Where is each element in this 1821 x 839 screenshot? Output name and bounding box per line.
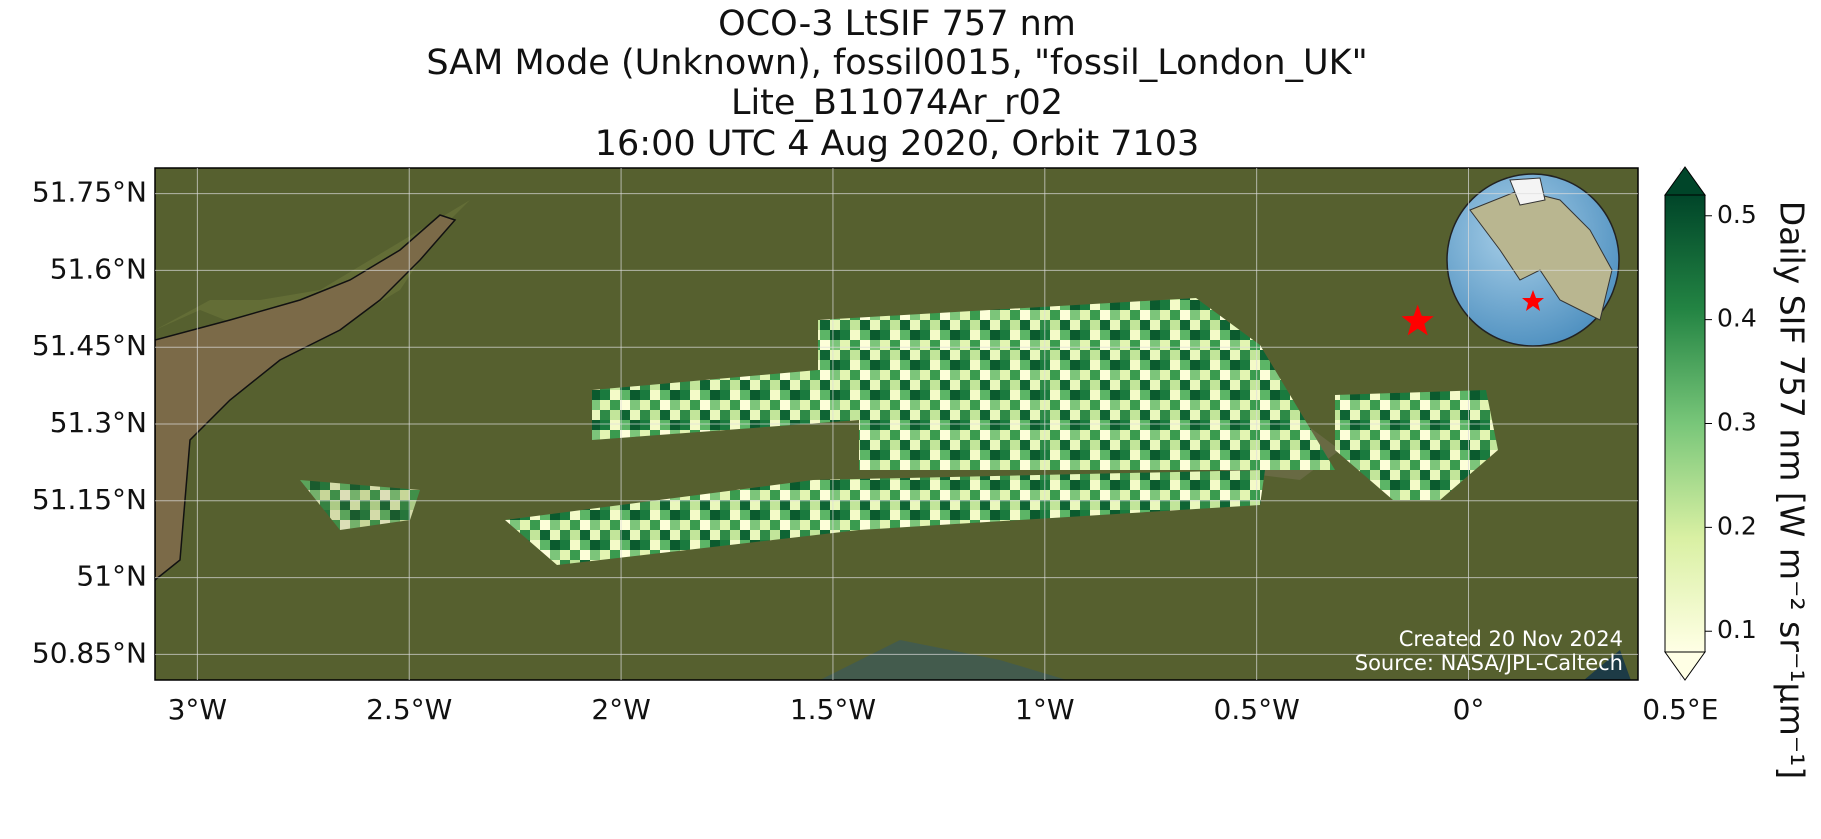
y-tick-label: 51.75°N [32,176,147,209]
y-tick-label: 50.85°N [32,636,147,669]
axes: 3°W 2.5°W 2°W 1.5°W 1°W 0.5°W 0° 0.5°E 50.85°N 51… [32,168,1718,726]
colorbar-tick-label: 0.4 [1717,304,1757,333]
credit: Created 20 Nov 2024 [1399,627,1623,651]
ice [1509,177,1546,206]
y-tick-label: 51°N [76,560,147,593]
title-line: Lite_B11074Ar_r02 [731,83,1063,123]
x-tick-label: 2.5°W [366,693,452,726]
colorbar-extend [1664,166,1706,196]
colorbar-tick-label: 0.2 [1717,511,1757,540]
terrain [155,200,470,350]
x-tick-label: 1.5°W [790,693,876,726]
sif-swath [300,480,420,530]
colorbar-label: Daily SIF 757 nm [W m⁻² sr⁻¹μm⁻¹] [1773,201,1812,780]
colorbar-extend [1664,651,1706,681]
colorbar-tick-label: 0.3 [1717,408,1757,437]
title-line: 16:00 UTC 4 Aug 2020, Orbit 7103 [595,124,1200,164]
y-tick-label: 51.6°N [50,252,147,285]
x-tick-label: 0.5°W [1214,693,1300,726]
credit: Source: NASA/JPL-Caltech [1355,651,1623,675]
title-line: OCO-3 LtSIF 757 nm [718,4,1076,44]
y-tick-label: 51.15°N [32,483,147,516]
sif-swath [592,298,1335,470]
y-tick-label: 51.3°N [50,406,147,439]
x-tick-label: 2°W [591,693,651,726]
title-line: SAM Mode (Unknown), fossil0015, "fossil_… [426,43,1367,83]
x-tick-label: 1°W [1015,693,1075,726]
x-tick-label: 3°W [168,693,228,726]
estuary [155,214,457,581]
colorbar-scale [1664,194,1706,653]
globe-inset [1446,173,1620,347]
colorbar-tick-label: 0.5 [1717,200,1757,229]
x-tick-label: 0° [1453,693,1485,726]
sif-swath [1335,390,1498,500]
sif-swath [505,470,1265,565]
sea [1584,650,1631,680]
colorbar: 0.1 0.2 0.3 0.4 0.5 [1664,166,1757,681]
x-tick-label: 0.5°E [1642,693,1718,726]
coast [820,640,1067,680]
site-marker [1401,304,1434,336]
globe-site-marker [1522,290,1544,311]
colorbar-tick-label: 0.1 [1717,615,1757,644]
y-tick-label: 51.45°N [32,329,147,362]
